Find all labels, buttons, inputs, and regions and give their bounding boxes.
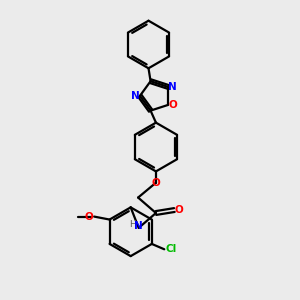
Text: H: H xyxy=(129,220,136,230)
Text: N: N xyxy=(168,82,176,92)
Text: O: O xyxy=(152,178,160,188)
Text: N: N xyxy=(131,91,140,101)
Text: N: N xyxy=(134,221,142,231)
Text: O: O xyxy=(168,100,177,110)
Text: O: O xyxy=(175,205,184,215)
Text: O: O xyxy=(85,212,94,222)
Text: Cl: Cl xyxy=(165,244,176,254)
